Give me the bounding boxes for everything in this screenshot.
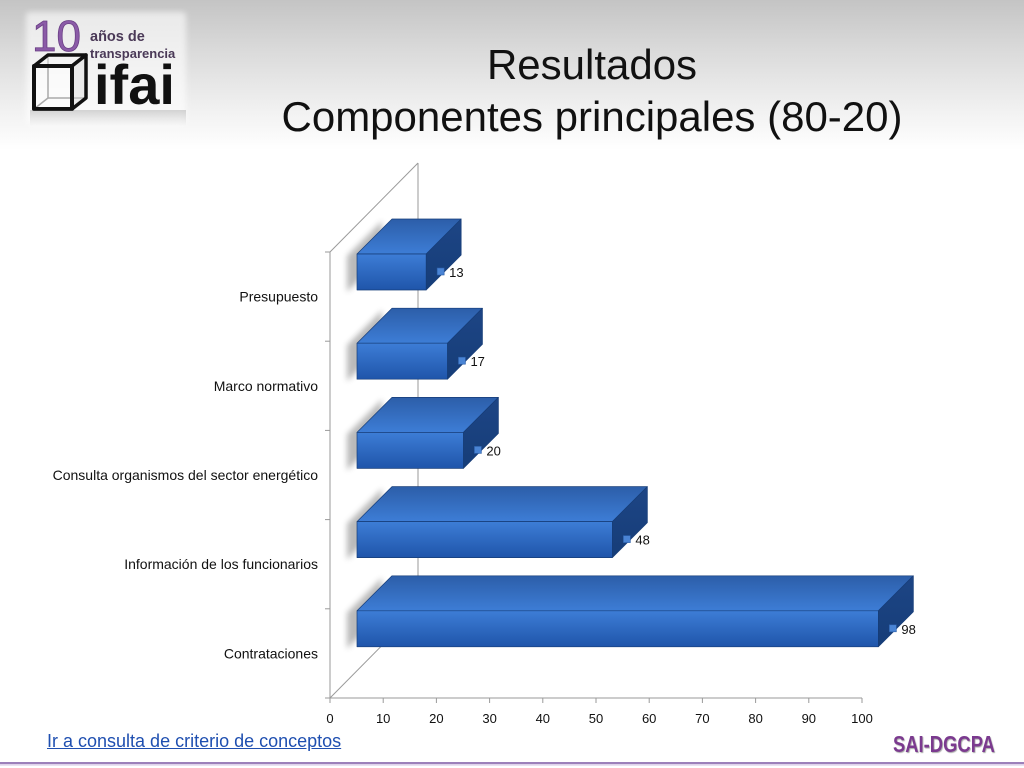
- data-label: 13: [449, 265, 463, 280]
- chart-walls: [325, 162, 863, 703]
- value-tick-label: 40: [536, 711, 550, 726]
- value-tick-label: 50: [589, 711, 603, 726]
- bar-front-face: [356, 610, 879, 648]
- value-tick-label: 80: [748, 711, 762, 726]
- data-label: 17: [470, 354, 484, 369]
- data-label-marker: [889, 624, 897, 633]
- data-label-marker: [474, 446, 482, 454]
- bar-chart: 0 10 20 30 40 50 60 70 80 90 100 Presupuesto Marco n…: [53, 162, 916, 726]
- bar-front-face: [356, 253, 427, 291]
- logo-anniversary-number: 10: [32, 12, 81, 61]
- logo-reflection: [30, 110, 186, 126]
- data-label: 48: [635, 533, 649, 548]
- data-label: 98: [901, 622, 915, 637]
- box-icon: [32, 53, 88, 111]
- value-tick-label: 0: [326, 711, 333, 726]
- title-line-1: Resultados: [486, 41, 698, 88]
- category-label: Consulta organismos del sector energétic…: [53, 467, 319, 483]
- bar: [347, 575, 914, 649]
- bar: [347, 397, 499, 471]
- value-tick-label: 10: [376, 711, 390, 726]
- bar-top-face: [356, 486, 648, 522]
- bars: 13 17 20 48 98: [347, 218, 916, 649]
- ifai-logo: 10 años de transparencia ifai: [20, 8, 192, 130]
- bar-front-face: [356, 432, 464, 469]
- value-tick-label: 70: [695, 711, 709, 726]
- value-tick-label: 60: [642, 711, 656, 726]
- data-label-marker: [436, 267, 445, 276]
- bar-front-face: [356, 342, 448, 380]
- box-icon-front: [32, 64, 74, 111]
- value-tick-label: 90: [802, 711, 816, 726]
- logo-line-2: transparencia: [90, 46, 176, 61]
- ifai-logo-graphic: 10 años de transparencia ifai: [26, 12, 186, 126]
- bottom-divider: [0, 762, 1024, 766]
- bar-top-face: [356, 575, 914, 612]
- category-labels: Presupuesto Marco normativo Consulta organ…: [53, 289, 319, 662]
- box-icon-side: [70, 53, 88, 111]
- bar: [347, 307, 483, 382]
- value-tick-label: 100: [851, 711, 873, 726]
- side-wall-top-edge: [329, 162, 419, 253]
- category-label: Contrataciones: [224, 645, 318, 661]
- value-tick-label: 20: [429, 711, 443, 726]
- value-tick-label: 30: [482, 711, 496, 726]
- bar: [347, 486, 648, 560]
- title-line-2: Componentes principales (80-20): [281, 93, 903, 140]
- value-axis-labels: 0 10 20 30 40 50 60 70 80 90 100: [326, 711, 872, 726]
- criteria-link[interactable]: Ir a consulta de criterio de conceptos: [47, 731, 342, 751]
- data-label: 20: [486, 443, 500, 458]
- category-label: Presupuesto: [239, 289, 318, 305]
- data-label-marker: [458, 356, 466, 365]
- bar-front-face: [356, 521, 613, 558]
- data-label-marker: [623, 535, 631, 543]
- category-label: Información de los funcionarios: [124, 556, 318, 572]
- logo-brand-text: ifai: [94, 53, 175, 116]
- sai-dgcpa-logo: SAI-DGCPA: [893, 731, 995, 757]
- bar: [347, 218, 462, 292]
- slide-title: Resultados Componentes principales (80-2…: [262, 39, 922, 143]
- category-label: Marco normativo: [214, 378, 318, 394]
- logo-line-1: años de: [90, 29, 145, 45]
